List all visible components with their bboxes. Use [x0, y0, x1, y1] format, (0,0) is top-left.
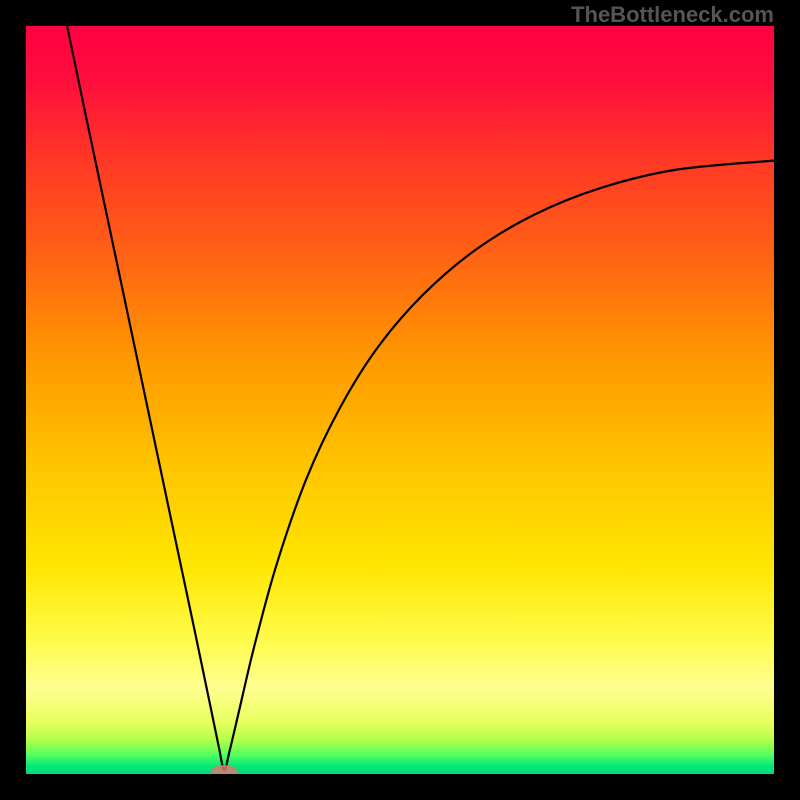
watermark-text: TheBottleneck.com	[571, 2, 774, 28]
bottleneck-chart	[0, 0, 800, 800]
chart-container: TheBottleneck.com	[0, 0, 800, 800]
plot-background-gradient	[26, 26, 774, 774]
